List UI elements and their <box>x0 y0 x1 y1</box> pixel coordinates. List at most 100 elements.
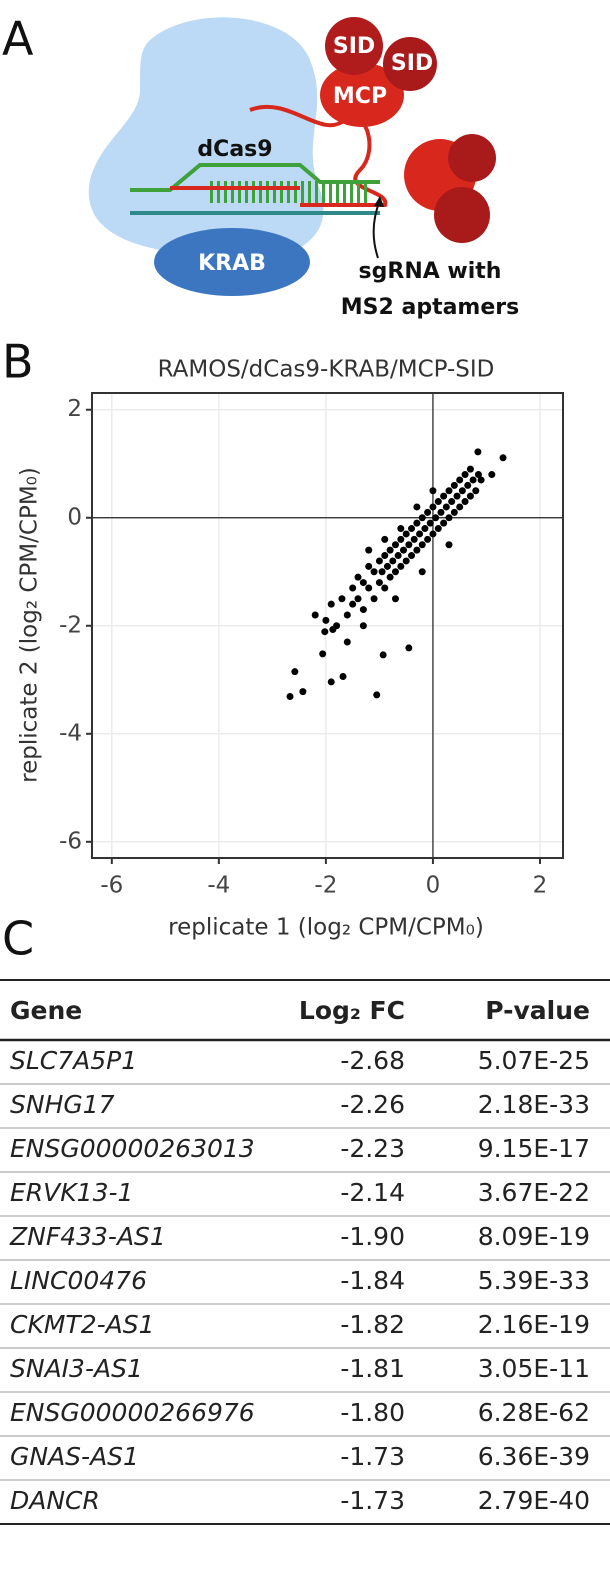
point <box>426 519 434 527</box>
table-cell: CKMT2-AS1 <box>10 1310 155 1339</box>
table-cell: ENSG00000266976 <box>10 1398 255 1427</box>
y-tick-label: -4 <box>59 720 82 746</box>
point <box>466 465 474 473</box>
diagram-label: MS2 aptamers <box>341 295 519 320</box>
point <box>445 541 453 549</box>
y-axis-label: replicate 2 (log₂ CPM/CPM₀) <box>17 467 43 783</box>
point <box>453 492 461 500</box>
x-tick-label: -2 <box>314 873 337 899</box>
point <box>434 498 442 506</box>
point <box>450 508 458 516</box>
point <box>322 616 330 624</box>
point <box>466 492 474 500</box>
point <box>424 508 432 516</box>
point <box>474 471 482 479</box>
point <box>333 622 341 630</box>
point <box>343 638 351 646</box>
point <box>440 492 448 500</box>
point <box>349 584 357 592</box>
point <box>445 487 453 495</box>
table-cell: -2.26 <box>340 1090 405 1119</box>
point <box>338 595 346 603</box>
point <box>321 628 329 636</box>
diagram-label: dCas9 <box>197 137 272 162</box>
x-tick-label: 2 <box>533 873 548 899</box>
panel-label: A <box>2 12 34 66</box>
table-cell: DANCR <box>10 1486 100 1515</box>
point <box>327 678 335 686</box>
table-cell: -1.82 <box>340 1310 405 1339</box>
point <box>408 552 416 560</box>
point <box>327 600 335 608</box>
point <box>291 668 299 676</box>
x-tick-label: 0 <box>426 873 441 899</box>
diagram-label: sgRNA with <box>359 259 502 284</box>
point <box>464 481 472 489</box>
point <box>418 514 426 522</box>
y-tick-label: 0 <box>67 504 82 530</box>
point <box>413 503 421 511</box>
point <box>373 691 381 699</box>
point <box>461 498 469 506</box>
table-cell: -1.90 <box>340 1222 405 1251</box>
point <box>391 541 399 549</box>
plot-frame <box>91 392 564 859</box>
table-cell: -1.80 <box>340 1398 405 1427</box>
point <box>432 514 440 522</box>
y-tick-label: 2 <box>67 396 82 422</box>
panel-label: C <box>2 912 34 966</box>
point <box>418 568 426 576</box>
table-cell: GNAS-AS1 <box>10 1442 139 1471</box>
point <box>400 546 408 554</box>
point <box>405 644 413 652</box>
point <box>429 530 437 538</box>
point <box>349 600 357 608</box>
krab-shape <box>154 228 310 296</box>
table-cell: SNAI3-AS1 <box>10 1354 143 1383</box>
point <box>437 508 445 516</box>
diagram: SID SID MCP dCas9 KRAB sgRNA with MS2 ap… <box>88 17 519 320</box>
point <box>339 673 347 681</box>
point <box>299 688 307 696</box>
point <box>429 503 437 511</box>
point <box>397 562 405 570</box>
point <box>365 584 373 592</box>
table-cell: ERVK13-1 <box>10 1178 133 1207</box>
table-cell: 5.07E-25 <box>478 1046 590 1075</box>
arrow <box>372 199 381 259</box>
table-cell: 8.09E-19 <box>478 1222 590 1251</box>
point <box>442 503 450 511</box>
sgrna <box>249 104 388 207</box>
diagram-label: KRAB <box>198 251 266 276</box>
point <box>389 557 397 565</box>
point <box>397 525 405 533</box>
point <box>359 579 367 587</box>
table-cell: LINC00476 <box>10 1266 147 1295</box>
point <box>375 557 383 565</box>
table-cell: 2.18E-33 <box>478 1090 590 1119</box>
point <box>311 611 319 619</box>
point <box>458 487 466 495</box>
table-cell: 2.16E-19 <box>478 1310 590 1339</box>
diagram-label: SID <box>391 51 433 76</box>
mcp-shape <box>320 63 404 127</box>
x-axis-label: replicate 1 (log₂ CPM/CPM₀) <box>168 915 484 941</box>
table-header: Log₂ FC <box>299 996 405 1025</box>
point <box>424 535 432 543</box>
point <box>474 448 482 456</box>
point <box>408 525 416 533</box>
point <box>381 552 389 560</box>
sid-shape <box>325 17 383 75</box>
table-cell: SLC7A5P1 <box>10 1046 137 1075</box>
sid-shape <box>383 37 437 91</box>
point <box>445 514 453 522</box>
point <box>469 476 477 484</box>
table-cell: 3.67E-22 <box>478 1178 590 1207</box>
point <box>365 562 373 570</box>
point <box>386 573 394 581</box>
chart-title: RAMOS/dCas9-KRAB/MCP-SID <box>158 357 495 383</box>
table-header: Gene <box>10 996 82 1025</box>
point <box>418 541 426 549</box>
point <box>429 487 437 495</box>
